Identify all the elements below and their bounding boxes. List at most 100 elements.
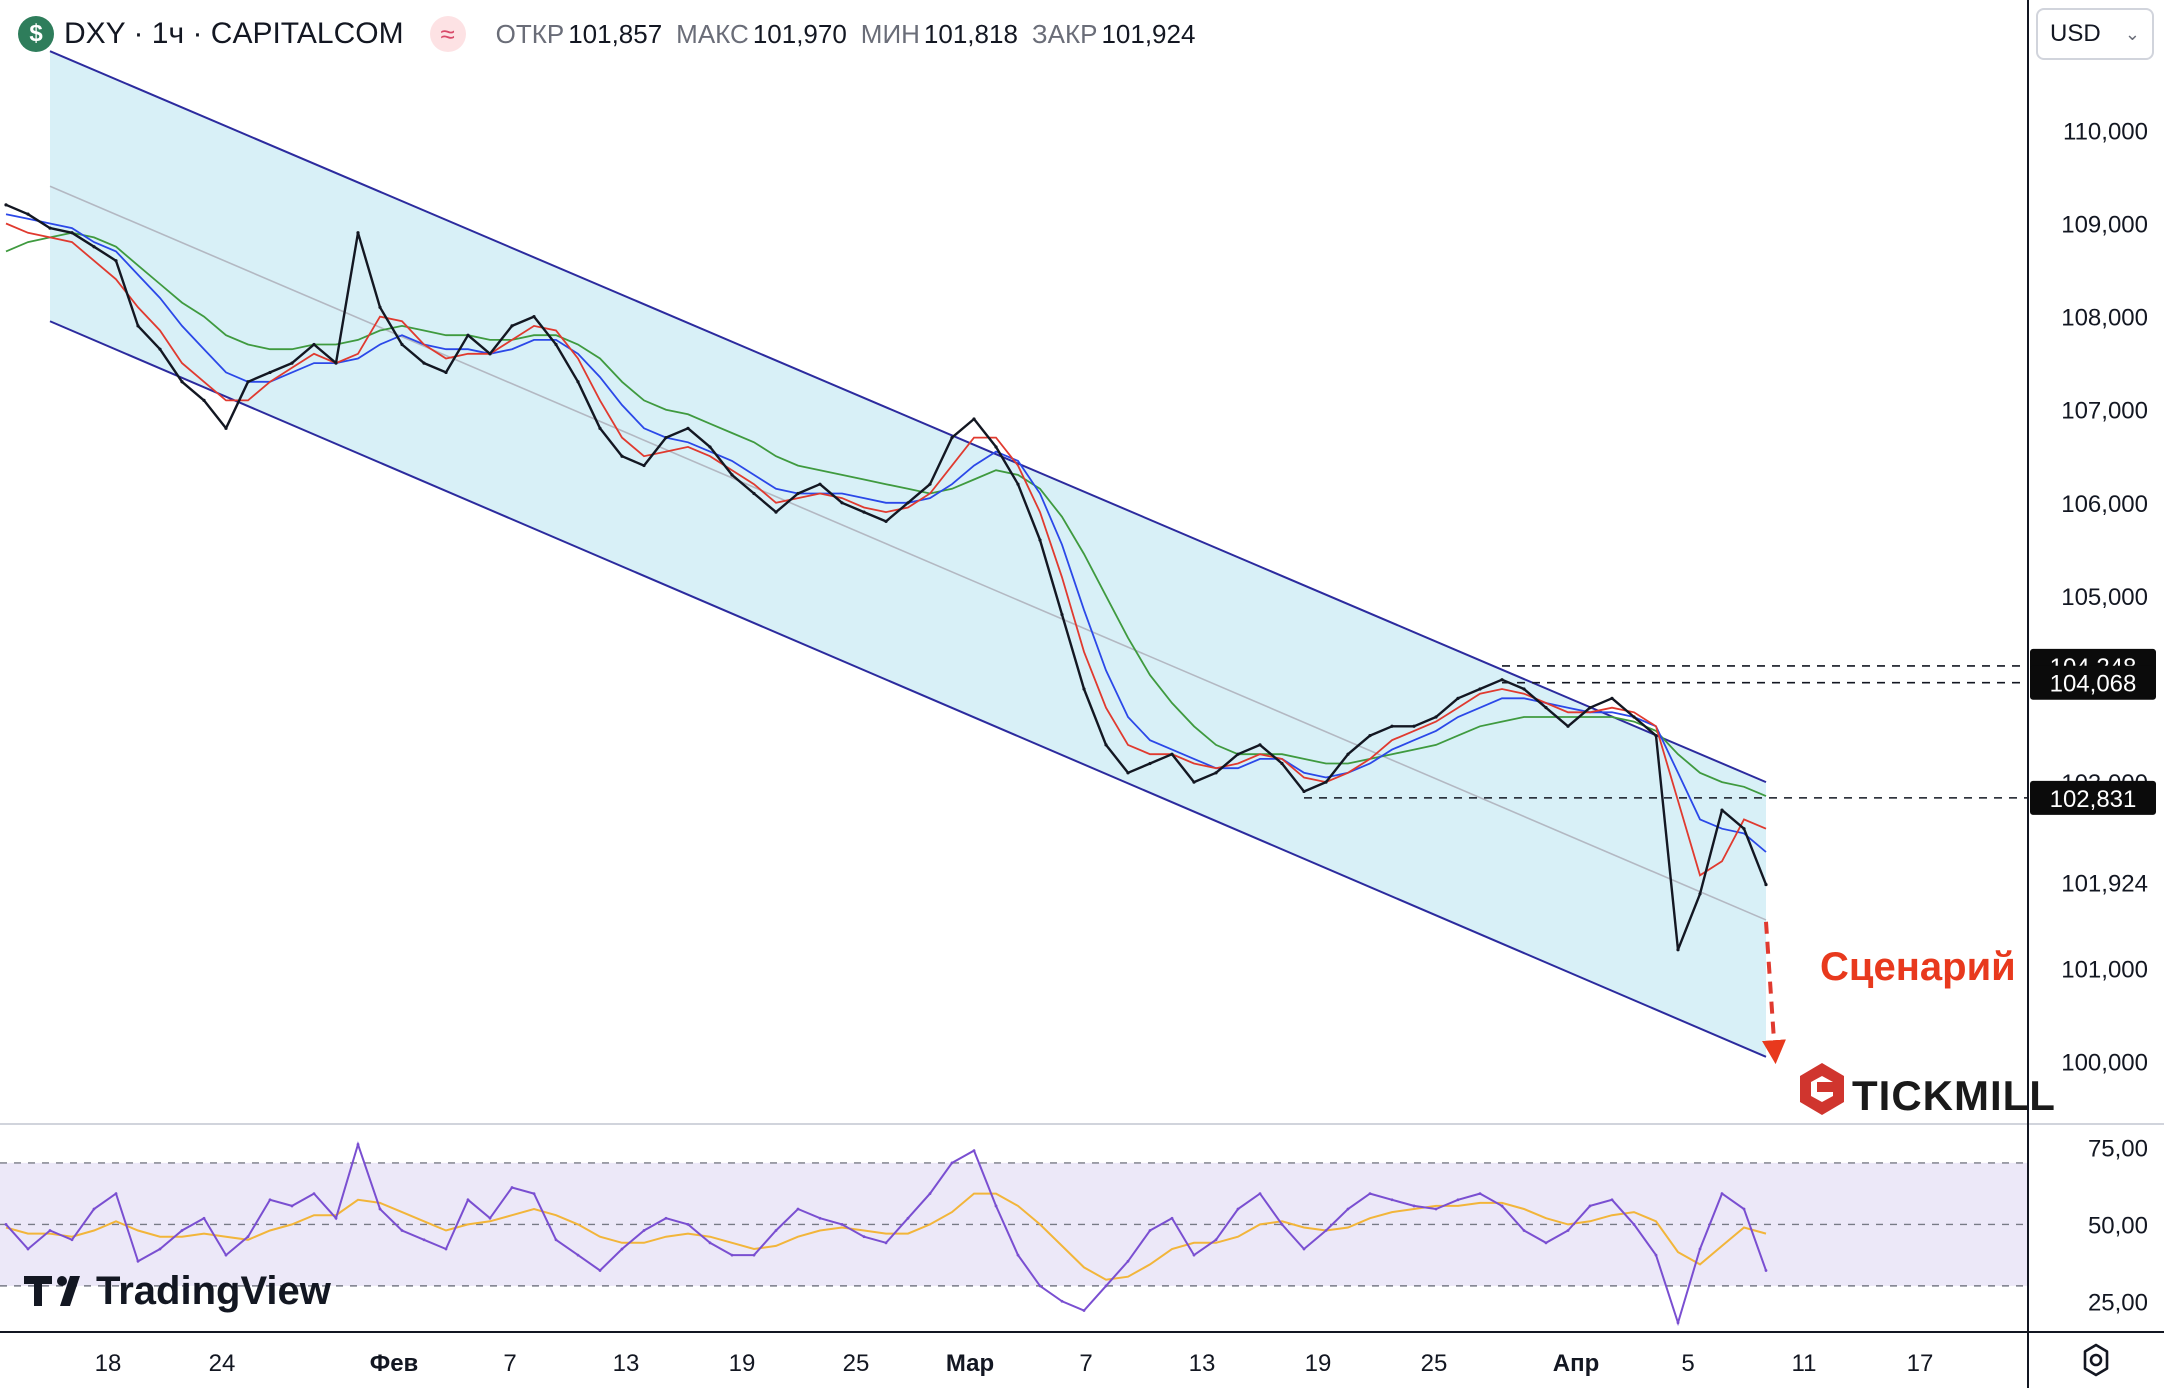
time-tick-label: Мар xyxy=(946,1350,994,1377)
rsi-point xyxy=(686,1222,690,1226)
ohlc-high-label: МАКС xyxy=(676,18,749,49)
chart-header: $ DXY · 1ч · CAPITALCOM ≈ ОТКР 101,857 МА… xyxy=(18,14,1209,54)
rsi-signal-series xyxy=(5,1192,1767,1281)
price-label-3: 101,924 xyxy=(2061,870,2148,897)
price-point xyxy=(378,305,382,309)
rsi-point xyxy=(290,1204,294,1208)
rsi-point xyxy=(840,1222,844,1226)
price-label-box-2[interactable] xyxy=(2030,780,2156,815)
tradingview-mark-v xyxy=(60,1276,80,1306)
price-point xyxy=(598,426,602,430)
time-tick-label: Фев xyxy=(370,1350,419,1377)
price-point xyxy=(268,370,272,375)
rsi-point xyxy=(1478,1192,1482,1196)
rsi-point xyxy=(1566,1229,1570,1232)
price-point xyxy=(1764,882,1768,887)
rsi-point xyxy=(972,1149,976,1152)
ma-blue-series xyxy=(5,213,1767,853)
rsi-point xyxy=(994,1204,998,1208)
rsi-point xyxy=(180,1229,184,1232)
rsi-point xyxy=(92,1207,96,1211)
price-point xyxy=(1016,482,1020,486)
ohlc-high: МАКС 101,970 xyxy=(676,19,847,50)
rsi-point xyxy=(378,1207,382,1211)
rsi-point xyxy=(202,1216,206,1220)
rsi-point xyxy=(532,1192,536,1196)
price-label-box-1[interactable] xyxy=(2030,665,2156,700)
dollar-icon[interactable]: $ xyxy=(18,16,54,52)
rsi-point xyxy=(422,1238,426,1242)
rsi-point xyxy=(664,1216,668,1220)
price-point xyxy=(1170,752,1174,756)
time-tick-label: 11 xyxy=(1792,1350,1817,1377)
price-point xyxy=(1456,696,1460,700)
price-point xyxy=(1148,761,1152,766)
tickmill-logo: TICKMILL xyxy=(1800,1063,2055,1119)
price-pane[interactable] xyxy=(0,0,2028,1122)
rsi-point xyxy=(862,1235,866,1239)
channel-lower-line[interactable] xyxy=(49,320,1767,1058)
rsi-point xyxy=(224,1253,228,1257)
price-point xyxy=(774,510,778,514)
price-point xyxy=(1324,780,1328,784)
rsi-pane[interactable] xyxy=(0,1141,2028,1327)
rsi-point xyxy=(752,1253,756,1257)
symbol-title[interactable]: DXY · 1ч · CAPITALCOM xyxy=(64,17,404,50)
rsi-point xyxy=(554,1238,558,1242)
rsi-tick-label: 25,00 xyxy=(2088,1289,2148,1316)
rsi-point xyxy=(1192,1253,1196,1257)
price-point xyxy=(4,203,8,207)
price-point xyxy=(554,342,558,347)
rsi-point xyxy=(1016,1253,1020,1257)
currency-select[interactable]: USD ⌄ xyxy=(2036,8,2154,60)
gear-icon[interactable] xyxy=(2078,1342,2114,1378)
ma-red-series xyxy=(5,222,1767,877)
price-point xyxy=(818,482,822,486)
rsi-point xyxy=(1456,1198,1460,1202)
price-tick-label: 109,000 xyxy=(2061,211,2148,238)
time-tick-label: 5 xyxy=(1681,1350,1694,1377)
price-point xyxy=(1698,892,1702,896)
rsi-point xyxy=(48,1229,52,1232)
price-point xyxy=(1368,733,1372,738)
price-point xyxy=(356,231,360,235)
price-label-2: 102,831 xyxy=(2050,786,2137,813)
rsi-point xyxy=(488,1216,492,1220)
overlays: Сценарий TICKMILL TradingView xyxy=(24,921,2055,1313)
rsi-point xyxy=(1302,1247,1306,1251)
price-point xyxy=(312,342,316,347)
price-point xyxy=(1126,771,1130,775)
price-point xyxy=(180,380,184,384)
approx-icon[interactable]: ≈ xyxy=(429,16,466,52)
price-tick-label: 105,000 xyxy=(2061,584,2148,611)
price-point xyxy=(1104,743,1108,747)
ohlc-close-label: ЗАКР xyxy=(1031,18,1098,49)
rsi-point xyxy=(1698,1247,1702,1251)
channel-upper-line[interactable] xyxy=(49,50,1767,784)
time-tick-label: 25 xyxy=(1421,1350,1448,1377)
rsi-point xyxy=(1082,1309,1086,1312)
rsi-point xyxy=(4,1222,8,1226)
price-point xyxy=(752,491,756,496)
rsi-point xyxy=(356,1143,360,1146)
price-point xyxy=(972,417,976,421)
price-tick-label: 108,000 xyxy=(2061,305,2148,332)
rsi-point xyxy=(1588,1204,1592,1208)
price-point xyxy=(642,463,646,468)
rsi-point xyxy=(1170,1216,1174,1220)
rsi-point xyxy=(928,1192,932,1196)
rsi-point xyxy=(1390,1198,1394,1202)
ohlc-close: ЗАКР 101,924 xyxy=(1032,19,1196,50)
price-point xyxy=(1544,706,1548,710)
rsi-point xyxy=(1654,1253,1658,1257)
price-point xyxy=(136,324,140,328)
price-point xyxy=(1390,724,1394,728)
rsi-point xyxy=(950,1161,954,1165)
rsi-point xyxy=(312,1192,316,1196)
price-tick-label: 110,000 xyxy=(2063,118,2148,145)
rsi-point xyxy=(1764,1269,1768,1272)
price-tick-label: 101,000 xyxy=(2061,956,2148,983)
